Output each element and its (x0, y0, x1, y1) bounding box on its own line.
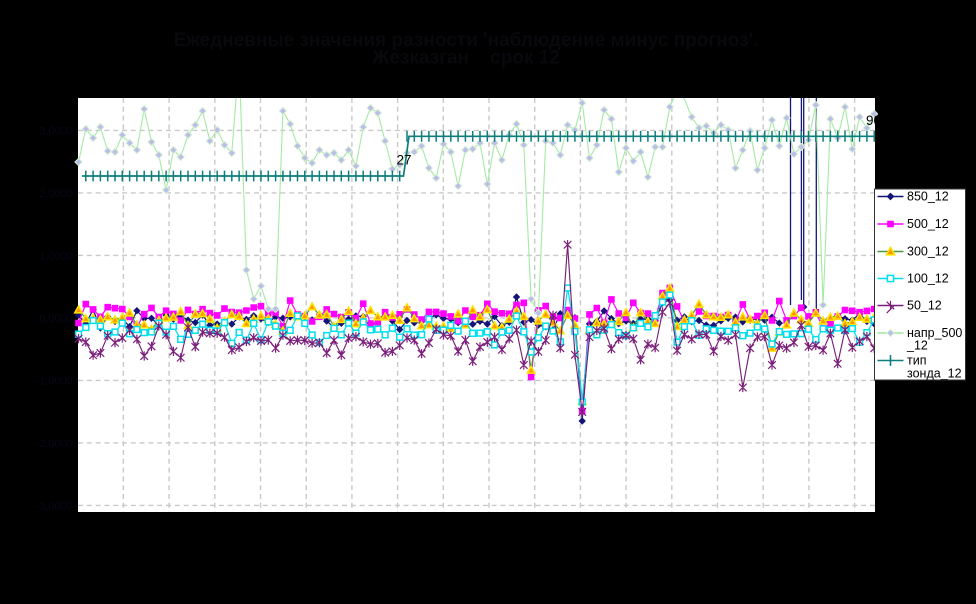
svg-text:_12: _12 (906, 339, 928, 353)
svg-text:100_12: 100_12 (907, 272, 949, 286)
svg-text:500_12: 500_12 (907, 217, 949, 231)
svg-text:-1,0000: -1,0000 (36, 375, 73, 387)
svg-text:3,0000: 3,0000 (39, 125, 73, 137)
svg-text:90: 90 (866, 113, 881, 128)
svg-text:1,0000: 1,0000 (39, 250, 73, 262)
svg-text:-3,0000: -3,0000 (36, 500, 73, 512)
svg-text:300_12: 300_12 (907, 245, 949, 259)
svg-text:напр_500: напр_500 (907, 326, 962, 340)
svg-text:850_12: 850_12 (907, 190, 949, 204)
svg-text:тип: тип (907, 354, 926, 368)
svg-text:27: 27 (397, 153, 412, 168)
svg-text:зонда_12: зонда_12 (907, 367, 962, 381)
svg-text:2,0000: 2,0000 (39, 188, 73, 200)
svg-text:50_12: 50_12 (907, 299, 942, 313)
svg-text:Ежедневные значения разности ': Ежедневные значения разности 'наблюдение… (174, 30, 759, 51)
svg-text:0,0000: 0,0000 (39, 313, 73, 325)
svg-text:-2,0000: -2,0000 (36, 438, 73, 450)
svg-text:Жезказган срок 12: Жезказган срок 12 (371, 48, 560, 69)
